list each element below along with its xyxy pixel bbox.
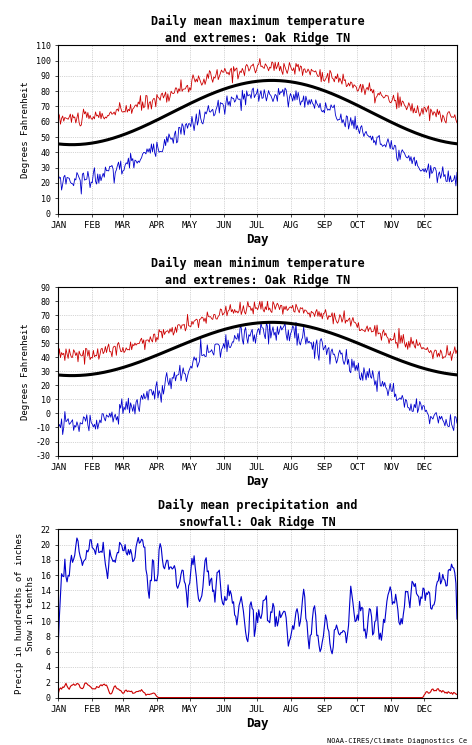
Title: Daily mean maximum temperature
and extremes: Oak Ridge TN: Daily mean maximum temperature and extre… <box>151 15 364 45</box>
Title: Daily mean precipitation and
snowfall: Oak Ridge TN: Daily mean precipitation and snowfall: O… <box>158 499 357 529</box>
Title: Daily mean minimum temperature
and extremes: Oak Ridge TN: Daily mean minimum temperature and extre… <box>151 257 364 288</box>
Text: NOAA-CIRES/Climate Diagnostics Ce: NOAA-CIRES/Climate Diagnostics Ce <box>327 738 467 744</box>
X-axis label: Day: Day <box>246 717 269 730</box>
X-axis label: Day: Day <box>246 233 269 246</box>
Y-axis label: Degrees Fahrenheit: Degrees Fahrenheit <box>21 81 30 178</box>
X-axis label: Day: Day <box>246 475 269 488</box>
Y-axis label: Precip in hundredths of inches
Snow in tenths: Precip in hundredths of inches Snow in t… <box>15 533 35 694</box>
Y-axis label: Degrees Fahrenheit: Degrees Fahrenheit <box>21 323 30 419</box>
